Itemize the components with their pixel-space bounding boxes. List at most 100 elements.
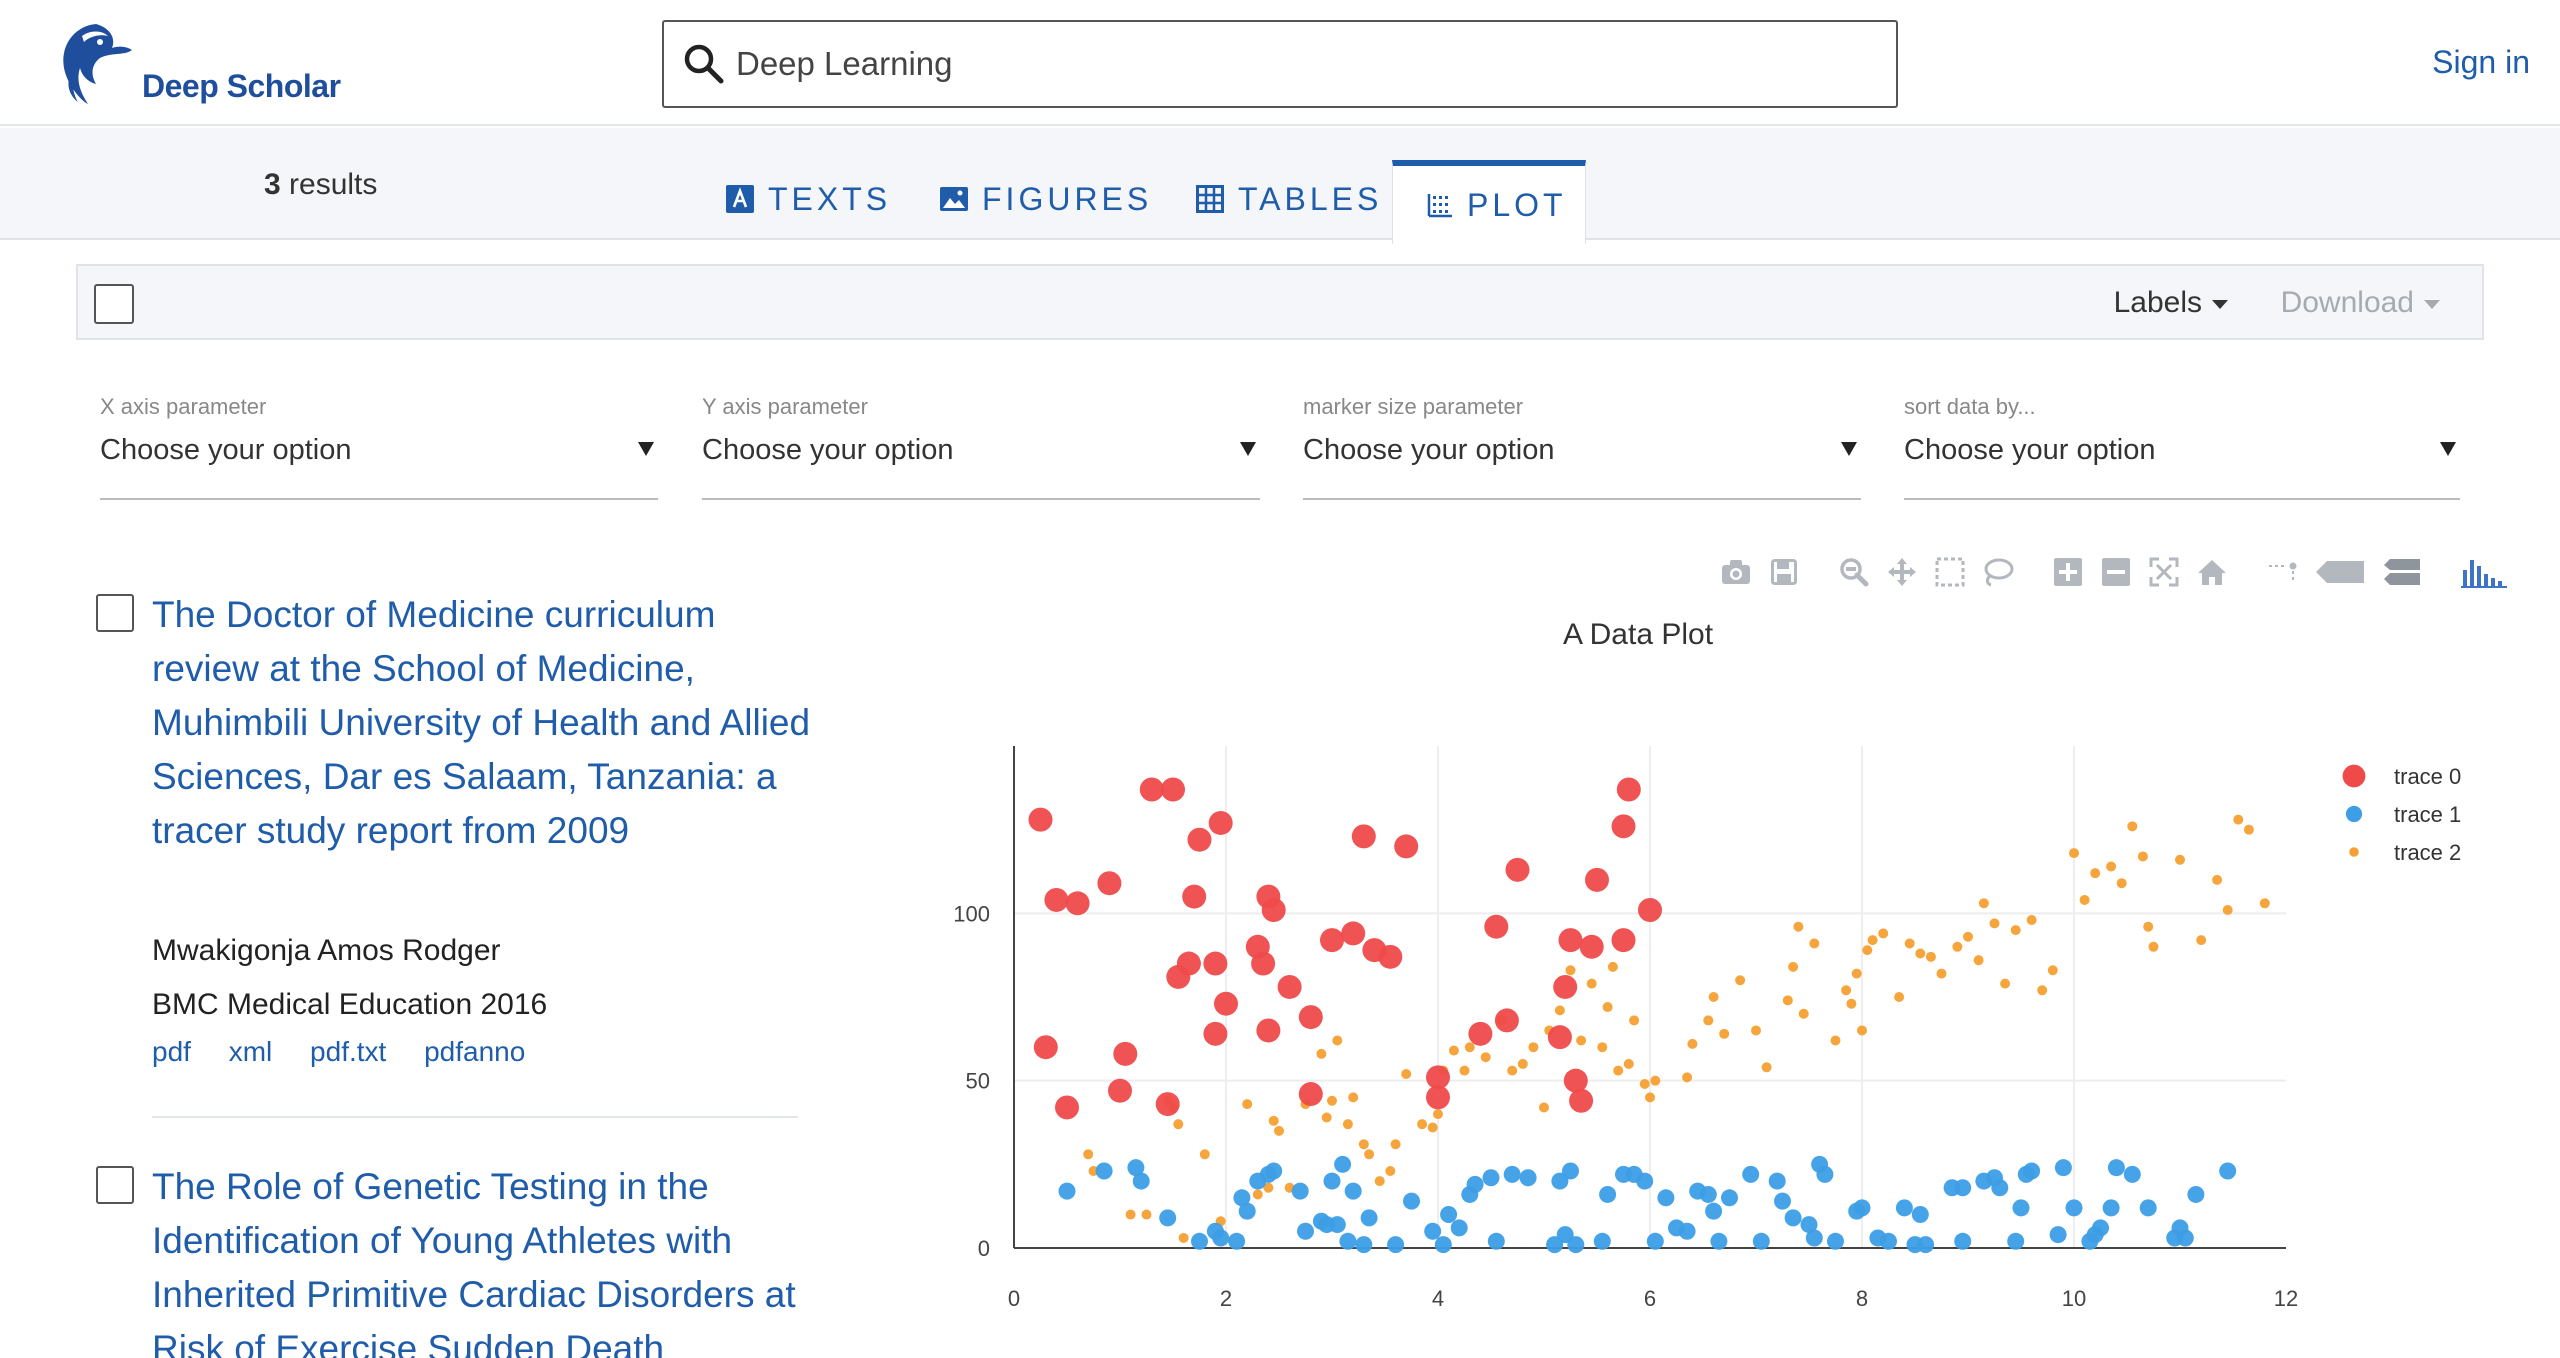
x-tick-label: 0 xyxy=(1008,1286,1020,1311)
trace-1-point xyxy=(2187,1185,2205,1203)
sign-in-link[interactable]: Sign in xyxy=(2432,44,2530,80)
trace-0-point xyxy=(1547,1025,1572,1050)
tab-plot[interactable]: PLOT xyxy=(1392,160,1586,244)
plotly-logo-icon[interactable] xyxy=(2460,556,2508,588)
trace-0-point xyxy=(1214,991,1238,1016)
xml-link[interactable]: xml xyxy=(228,1036,273,1067)
zoom-out-icon[interactable] xyxy=(2100,556,2132,588)
hover-closest-icon[interactable] xyxy=(2314,556,2366,588)
trace-2-point xyxy=(1125,1209,1136,1220)
top-header: Deep Scholar Sign in xyxy=(0,0,2560,126)
trace-1-point xyxy=(2065,1199,2083,1217)
result-checkbox[interactable] xyxy=(96,1166,134,1204)
tab-figures[interactable]: FIGURES xyxy=(906,158,1186,240)
y-tick-label: 0 xyxy=(978,1236,990,1261)
select-all-checkbox[interactable] xyxy=(94,284,134,324)
trace-2-point xyxy=(1788,961,1799,972)
trace-1-point xyxy=(1159,1209,1177,1227)
trace-1-point xyxy=(1567,1236,1585,1254)
reset-axes-icon[interactable] xyxy=(2196,556,2228,588)
sort-by-select[interactable]: sort data by... Choose your option xyxy=(1904,394,2460,500)
trace-2-point xyxy=(1316,1048,1327,1059)
trace-0-point xyxy=(1203,951,1228,976)
trace-2-point xyxy=(1793,921,1804,932)
pdf-txt-link[interactable]: pdf.txt xyxy=(310,1036,387,1067)
trace-2-point xyxy=(1782,995,1793,1006)
trace-1-point xyxy=(1556,1226,1574,1244)
box-select-icon[interactable] xyxy=(1934,556,1966,588)
deep-scholar-logo[interactable]: Deep Scholar xyxy=(56,16,396,112)
trace-1-point xyxy=(1853,1199,1871,1217)
trace-2-point xyxy=(1199,1149,1210,1160)
y-axis-select[interactable]: Y axis parameter Choose your option xyxy=(702,394,1260,500)
trace-2-point xyxy=(1083,1149,1094,1160)
result-divider xyxy=(152,1116,798,1118)
trace-0-point xyxy=(1298,1005,1323,1030)
search-input[interactable] xyxy=(736,36,1876,92)
labels-dropdown[interactable]: Labels xyxy=(2114,286,2228,320)
result-checkbox[interactable] xyxy=(96,594,134,632)
camera-icon[interactable] xyxy=(1720,556,1752,588)
trace-1-point xyxy=(2007,1232,2025,1250)
x-tick-label: 6 xyxy=(1644,1286,1656,1311)
trace-2-point xyxy=(1761,1062,1772,1073)
pdfanno-link[interactable]: pdfanno xyxy=(424,1036,526,1067)
legend-label-trace-1: trace 1 xyxy=(2394,802,2461,827)
labels-dropdown-label: Labels xyxy=(2113,286,2202,319)
x-axis-select[interactable]: X axis parameter Choose your option xyxy=(100,394,658,500)
trace-1-point xyxy=(1265,1162,1283,1180)
trace-1-point xyxy=(1403,1192,1420,1210)
hover-compare-icon[interactable] xyxy=(2382,556,2422,588)
marker-size-select[interactable]: marker size parameter Choose your option xyxy=(1303,394,1861,500)
trace-2-point xyxy=(1173,1119,1184,1130)
zoom-in-icon[interactable] xyxy=(2052,556,2084,588)
trace-1-point xyxy=(1519,1169,1537,1187)
pan-icon[interactable] xyxy=(1886,556,1918,588)
trace-1-point xyxy=(1593,1232,1611,1250)
trace-0-point xyxy=(1113,1041,1138,1066)
trace-0-point xyxy=(1505,857,1530,882)
pdf-link[interactable]: pdf xyxy=(152,1036,191,1067)
result-title-link[interactable]: The Doctor of Medicine curriculum review… xyxy=(152,594,811,851)
trace-1-point xyxy=(1784,1209,1802,1227)
trace-0-point xyxy=(1055,1095,1079,1120)
search-icon[interactable] xyxy=(682,42,726,86)
trace-1-point xyxy=(1805,1229,1823,1247)
search-bar xyxy=(662,20,1898,108)
trace-0-point xyxy=(1494,1008,1519,1033)
dropdown-arrow-icon xyxy=(1240,442,1256,456)
plot-legend[interactable]: trace 0 trace 1 trace 2 xyxy=(2342,764,2462,865)
trace-1-point xyxy=(1503,1165,1521,1183)
trace-0-point xyxy=(1033,1035,1058,1060)
save-icon[interactable] xyxy=(1768,556,1800,588)
trace-2-point xyxy=(1751,1025,1761,1036)
trace-2-point xyxy=(1401,1068,1412,1079)
autoscale-icon[interactable] xyxy=(2148,556,2180,588)
download-dropdown[interactable]: Download xyxy=(2281,286,2440,320)
lasso-icon[interactable] xyxy=(1982,556,2014,588)
trace-0-point xyxy=(1378,944,1403,969)
trace-2-point xyxy=(1433,1109,1443,1120)
trace-1-point xyxy=(1646,1232,1664,1250)
trace-2-point xyxy=(1539,1102,1549,1113)
trace-2-point xyxy=(1629,1015,1640,1026)
spike-lines-icon[interactable] xyxy=(2266,556,2298,588)
trace-1-point xyxy=(1127,1159,1145,1177)
trace-1-point xyxy=(2176,1229,2194,1247)
trace-2-point xyxy=(1915,948,1926,959)
trace-2-point xyxy=(2222,904,2233,915)
tab-texts[interactable]: TEXTS xyxy=(692,158,925,240)
trace-0-point xyxy=(1139,777,1164,802)
trace-0-point xyxy=(1351,824,1376,849)
trace-1-point xyxy=(1328,1216,1346,1234)
trace-0-point xyxy=(1208,810,1233,835)
result-title-link[interactable]: The Role of Genetic Testing in the Ident… xyxy=(152,1166,796,1358)
trace-0-point xyxy=(1468,1021,1493,1046)
trace-1-point xyxy=(1678,1222,1696,1240)
tab-tables[interactable]: TABLES xyxy=(1162,158,1416,240)
trace-2-point xyxy=(1390,1139,1401,1150)
text-icon xyxy=(726,185,754,213)
zoom-icon[interactable] xyxy=(1838,556,1870,588)
trace-2-point xyxy=(1703,1015,1714,1026)
